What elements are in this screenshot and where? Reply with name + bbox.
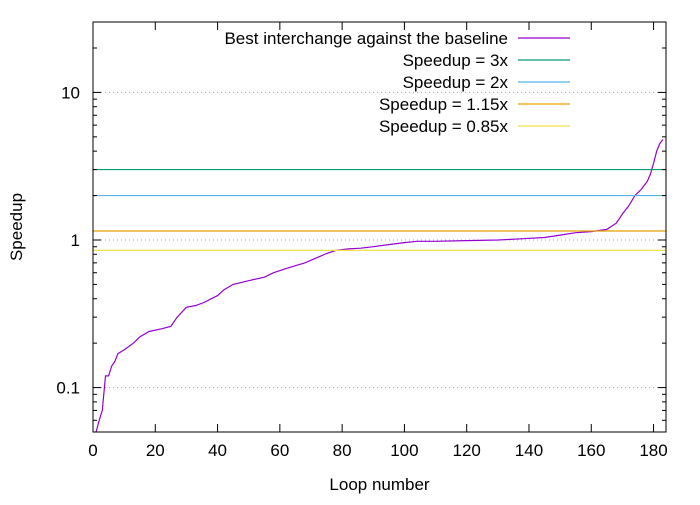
x-tick-label: 60 — [270, 441, 289, 460]
x-tick-label: 140 — [515, 441, 543, 460]
x-tick-label: 40 — [208, 441, 227, 460]
legend-label: Speedup = 0.85x — [379, 117, 509, 136]
grid — [93, 91, 666, 389]
y-axis-label: Speedup — [7, 193, 26, 261]
x-tick-label: 80 — [333, 441, 352, 460]
x-tick-label: 20 — [146, 441, 165, 460]
x-tick-label: 180 — [639, 441, 667, 460]
y-tick-label: 0.1 — [56, 379, 80, 398]
y-tick-label: 10 — [61, 83, 80, 102]
speedup-curve — [95, 139, 664, 433]
plot-frame — [92, 21, 667, 433]
legend-label: Speedup = 1.15x — [379, 95, 509, 114]
plot-area — [93, 139, 666, 433]
legend-label: Speedup = 3x — [403, 51, 509, 70]
x-tick-label: 100 — [390, 441, 418, 460]
legend: Best interchange against the baseline Spe… — [224, 29, 570, 136]
x-axis-label: Loop number — [329, 475, 430, 494]
x-tick-label: 120 — [453, 441, 481, 460]
x-tick-label: 160 — [577, 441, 605, 460]
legend-label: Best interchange against the baseline — [224, 29, 508, 48]
x-tick-label: 0 — [88, 441, 97, 460]
y-tick-label: 1 — [71, 231, 80, 250]
legend-label: Speedup = 2x — [403, 73, 509, 92]
